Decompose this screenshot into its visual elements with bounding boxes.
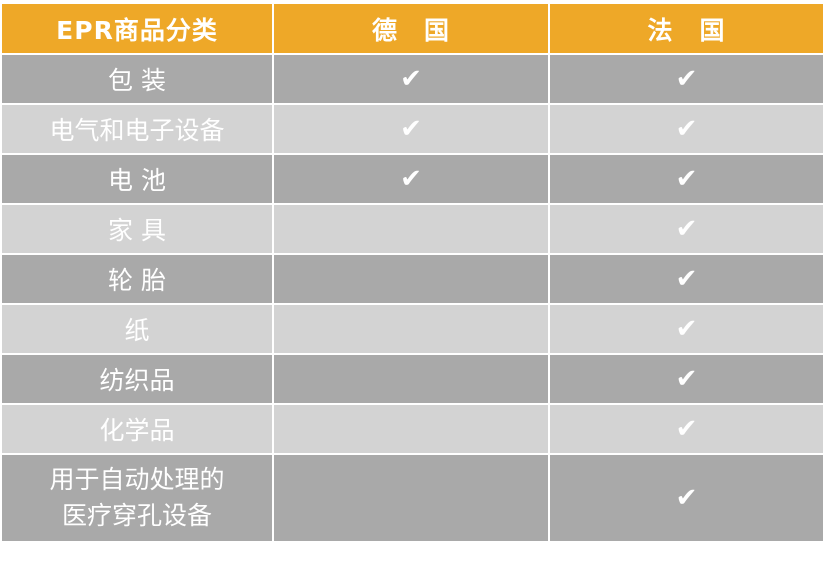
table-row: 电气和电子设备 ✔ ✔ xyxy=(0,103,823,155)
germany-cell: ✔ xyxy=(272,103,550,155)
france-cell: ✔ xyxy=(548,453,823,543)
check-icon: ✔ xyxy=(675,364,698,394)
category-cell: 用于自动处理的 医疗穿孔设备 xyxy=(0,453,274,543)
category-cell: 电气和电子设备 xyxy=(0,103,274,155)
category-cell: 化学品 xyxy=(0,403,274,455)
germany-cell xyxy=(272,453,550,543)
france-cell: ✔ xyxy=(548,103,823,155)
check-icon: ✔ xyxy=(675,164,698,194)
check-icon: ✔ xyxy=(675,314,698,344)
category-line: 医疗穿孔设备 xyxy=(61,501,212,530)
france-cell: ✔ xyxy=(548,303,823,355)
table-row: 用于自动处理的 医疗穿孔设备 ✔ xyxy=(0,453,823,543)
check-icon: ✔ xyxy=(675,114,698,144)
epr-table: EPR商品分类 德 国 法 国 包 装 ✔ ✔ 电气和电子设备 ✔ ✔ 电 池 ✔ ✔ 家 具 ✔ 轮… xyxy=(0,2,823,543)
table-row: 轮 胎 ✔ xyxy=(0,253,823,305)
category-cell: 纺织品 xyxy=(0,353,274,405)
germany-cell xyxy=(272,203,550,255)
france-cell: ✔ xyxy=(548,353,823,405)
check-icon: ✔ xyxy=(675,264,698,294)
france-cell: ✔ xyxy=(548,203,823,255)
check-icon: ✔ xyxy=(675,214,698,244)
germany-cell: ✔ xyxy=(272,153,550,205)
header-row: EPR商品分类 德 国 法 国 xyxy=(0,2,823,55)
table-row: 电 池 ✔ ✔ xyxy=(0,153,823,205)
check-icon: ✔ xyxy=(675,414,698,444)
france-cell: ✔ xyxy=(548,403,823,455)
category-cell: 家 具 xyxy=(0,203,274,255)
germany-cell xyxy=(272,403,550,455)
header-category: EPR商品分类 xyxy=(0,2,274,55)
check-icon: ✔ xyxy=(400,64,422,94)
header-france: 法 国 xyxy=(548,2,823,55)
category-cell: 电 池 xyxy=(0,153,274,205)
category-cell: 轮 胎 xyxy=(0,253,274,305)
germany-cell xyxy=(272,353,550,405)
germany-cell xyxy=(272,303,550,355)
category-cell: 纸 xyxy=(0,303,274,355)
check-icon: ✔ xyxy=(675,483,698,513)
germany-cell xyxy=(272,253,550,305)
france-cell: ✔ xyxy=(548,253,823,305)
category-line: 用于自动处理的 xyxy=(49,465,225,494)
table-row: 包 装 ✔ ✔ xyxy=(0,53,823,105)
france-cell: ✔ xyxy=(548,153,823,205)
table-row: 化学品 ✔ xyxy=(0,403,823,455)
check-icon: ✔ xyxy=(675,64,698,94)
table-row: 纸 ✔ xyxy=(0,303,823,355)
check-icon: ✔ xyxy=(400,114,422,144)
table-row: 纺织品 ✔ xyxy=(0,353,823,405)
germany-cell: ✔ xyxy=(272,53,550,105)
table-row: 家 具 ✔ xyxy=(0,203,823,255)
check-icon: ✔ xyxy=(400,164,422,194)
france-cell: ✔ xyxy=(548,53,823,105)
category-cell: 包 装 xyxy=(0,53,274,105)
header-germany: 德 国 xyxy=(272,2,550,55)
